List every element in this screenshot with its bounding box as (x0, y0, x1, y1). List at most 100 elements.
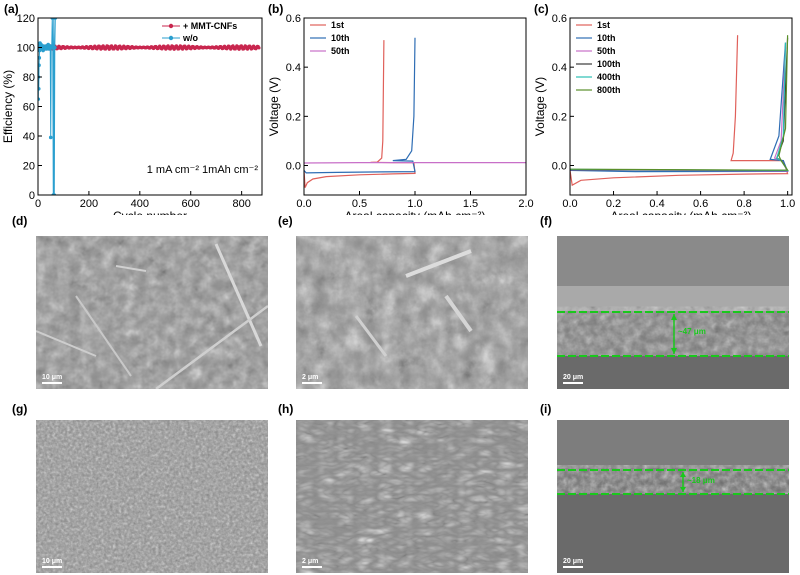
legend-label-100th: 100th (597, 59, 621, 69)
sem-image-h: 2 μm (296, 420, 528, 573)
legend-label-50th: 50th (331, 46, 350, 56)
y-tick-label: 0.2 (552, 111, 567, 123)
data-point-wo (38, 56, 42, 60)
legend-label-wo: w/o (182, 33, 199, 43)
plot-area-b (304, 37, 526, 188)
sem-image-i: ~18 μm 20 μm (557, 420, 789, 573)
series-line-1st (304, 40, 416, 188)
y-tick-label: 0.4 (286, 62, 301, 74)
legend-marker-mmt (168, 23, 174, 29)
sem-texture-f (557, 236, 789, 389)
x-tick-label: 800 (232, 198, 250, 210)
data-point-mmt (257, 46, 261, 50)
sem-image-d: 10 μm (36, 236, 268, 389)
x-axis-label: Areal capacity (mAh cm⁻²) (610, 209, 751, 215)
x-tick-label: 1.0 (780, 198, 795, 210)
x-tick-label: 600 (182, 198, 200, 210)
legend-label-10th: 10th (597, 33, 616, 43)
panel-label-h: (h) (278, 402, 294, 416)
scale-bar-f: 20 μm (563, 374, 583, 384)
x-tick-label: 400 (131, 198, 149, 210)
sem-texture-d (36, 236, 268, 389)
sem-texture-g (36, 420, 268, 573)
legend-label-1st: 1st (331, 20, 344, 30)
y-tick-label: 0.0 (286, 161, 301, 173)
plot-area-c (570, 35, 789, 187)
x-tick-label: 0.8 (736, 198, 751, 210)
y-tick-label: 0.2 (286, 111, 301, 123)
x-tick-label: 0.0 (296, 198, 311, 210)
data-point-wo (38, 63, 41, 67)
legend-label-mmt: + MMT-CNFs (183, 21, 237, 31)
y-tick-label: 0.6 (552, 13, 567, 25)
scale-bar-h: 2 μm (302, 558, 322, 568)
legend-label-10th: 10th (331, 33, 350, 43)
x-tick-label: 0 (35, 198, 41, 210)
x-tick-label: 0.2 (606, 198, 621, 210)
sem-image-e: 2 μm (296, 236, 528, 389)
x-tick-label: 2.0 (518, 198, 533, 210)
series-line-100th (570, 37, 789, 172)
panel-label-b: (b) (268, 2, 284, 16)
scale-bar-d: 10 μm (42, 374, 62, 384)
series-line-10th (304, 37, 416, 174)
scale-bar-e: 2 μm (302, 374, 322, 384)
panel-label-g: (g) (12, 402, 28, 416)
y-tick-label: 0.6 (286, 13, 301, 25)
plot-frame-c (569, 17, 793, 196)
y-tick-label: 0.0 (552, 161, 567, 173)
y-tick-label: 40 (23, 131, 35, 143)
panel-label-f: (f) (540, 214, 552, 228)
panel-label-d: (d) (12, 214, 28, 228)
legend-label-400th: 400th (597, 72, 621, 82)
y-tick-label: 120 (17, 13, 35, 25)
x-axis-label: Cycle number (113, 209, 187, 215)
panel-label-c: (c) (534, 2, 549, 16)
x-tick-label: 0.0 (562, 198, 577, 210)
sem-image-g: 10 μm (36, 420, 268, 573)
chart-voltage-c: 0.00.20.40.60.81.00.00.20.40.6Areal capa… (534, 13, 795, 215)
legend-label-800th: 800th (597, 85, 621, 95)
panel-label-i: (i) (540, 402, 552, 416)
x-tick-label: 1.5 (463, 198, 478, 210)
plot-area-a (38, 18, 261, 195)
annotation-condition: 1 mA cm⁻² 1mAh cm⁻² (147, 164, 259, 176)
y-axis-label: Efficiency (%) (1, 70, 15, 143)
sem-texture-e (296, 236, 528, 389)
data-point-wo (53, 45, 57, 50)
y-tick-label: 0 (29, 190, 35, 202)
y-axis-label: Voltage (V) (268, 77, 281, 136)
x-tick-label: 200 (80, 198, 98, 210)
thickness-label-i: ~18 μm (687, 476, 715, 485)
sem-texture-h (296, 420, 528, 573)
chart-efficiency: 0 200 400 600 800 0 20 40 60 80 100 120 Cycle number… (1, 13, 263, 215)
series-line-1st (570, 35, 789, 187)
y-axis-label: Voltage (V) (534, 77, 547, 136)
x-tick-label: 0.6 (693, 198, 708, 210)
series-line-800th (570, 35, 789, 171)
panel-label-a: (a) (4, 2, 19, 16)
series-line-10th (570, 42, 789, 173)
x-tick-label: 1.0 (407, 198, 422, 210)
thickness-label-f: ~47 μm (678, 327, 706, 336)
y-tick-label: 20 (23, 161, 35, 173)
data-point-wo (38, 87, 41, 91)
scale-bar-g: 10 μm (42, 558, 62, 568)
x-tick-label: 0.5 (352, 198, 367, 210)
chart-voltage-b: 0.0 0.5 1.0 1.5 2.0 0.0 0.2 0.4 0.6 Areal capacit… (268, 13, 534, 215)
scale-bar-i: 20 μm (563, 558, 583, 568)
data-point-wo (38, 97, 41, 101)
data-point-wo (48, 135, 53, 140)
x-axis-label: Areal capacity (mAh cm⁻²) (344, 209, 485, 215)
sem-image-f: ~47 μm 20 μm (557, 236, 789, 389)
y-tick-label: 80 (23, 72, 35, 84)
sem-texture-i (557, 420, 789, 573)
legend-marker-wo (168, 35, 174, 41)
y-tick-label: 60 (23, 102, 35, 114)
legend-label-50th: 50th (597, 46, 616, 56)
x-tick-label: 0.4 (649, 198, 664, 210)
y-tick-label: 0.4 (552, 62, 567, 74)
panel-label-e: (e) (278, 214, 293, 228)
legend-label-1st: 1st (597, 20, 610, 30)
y-tick-label: 100 (17, 43, 35, 55)
